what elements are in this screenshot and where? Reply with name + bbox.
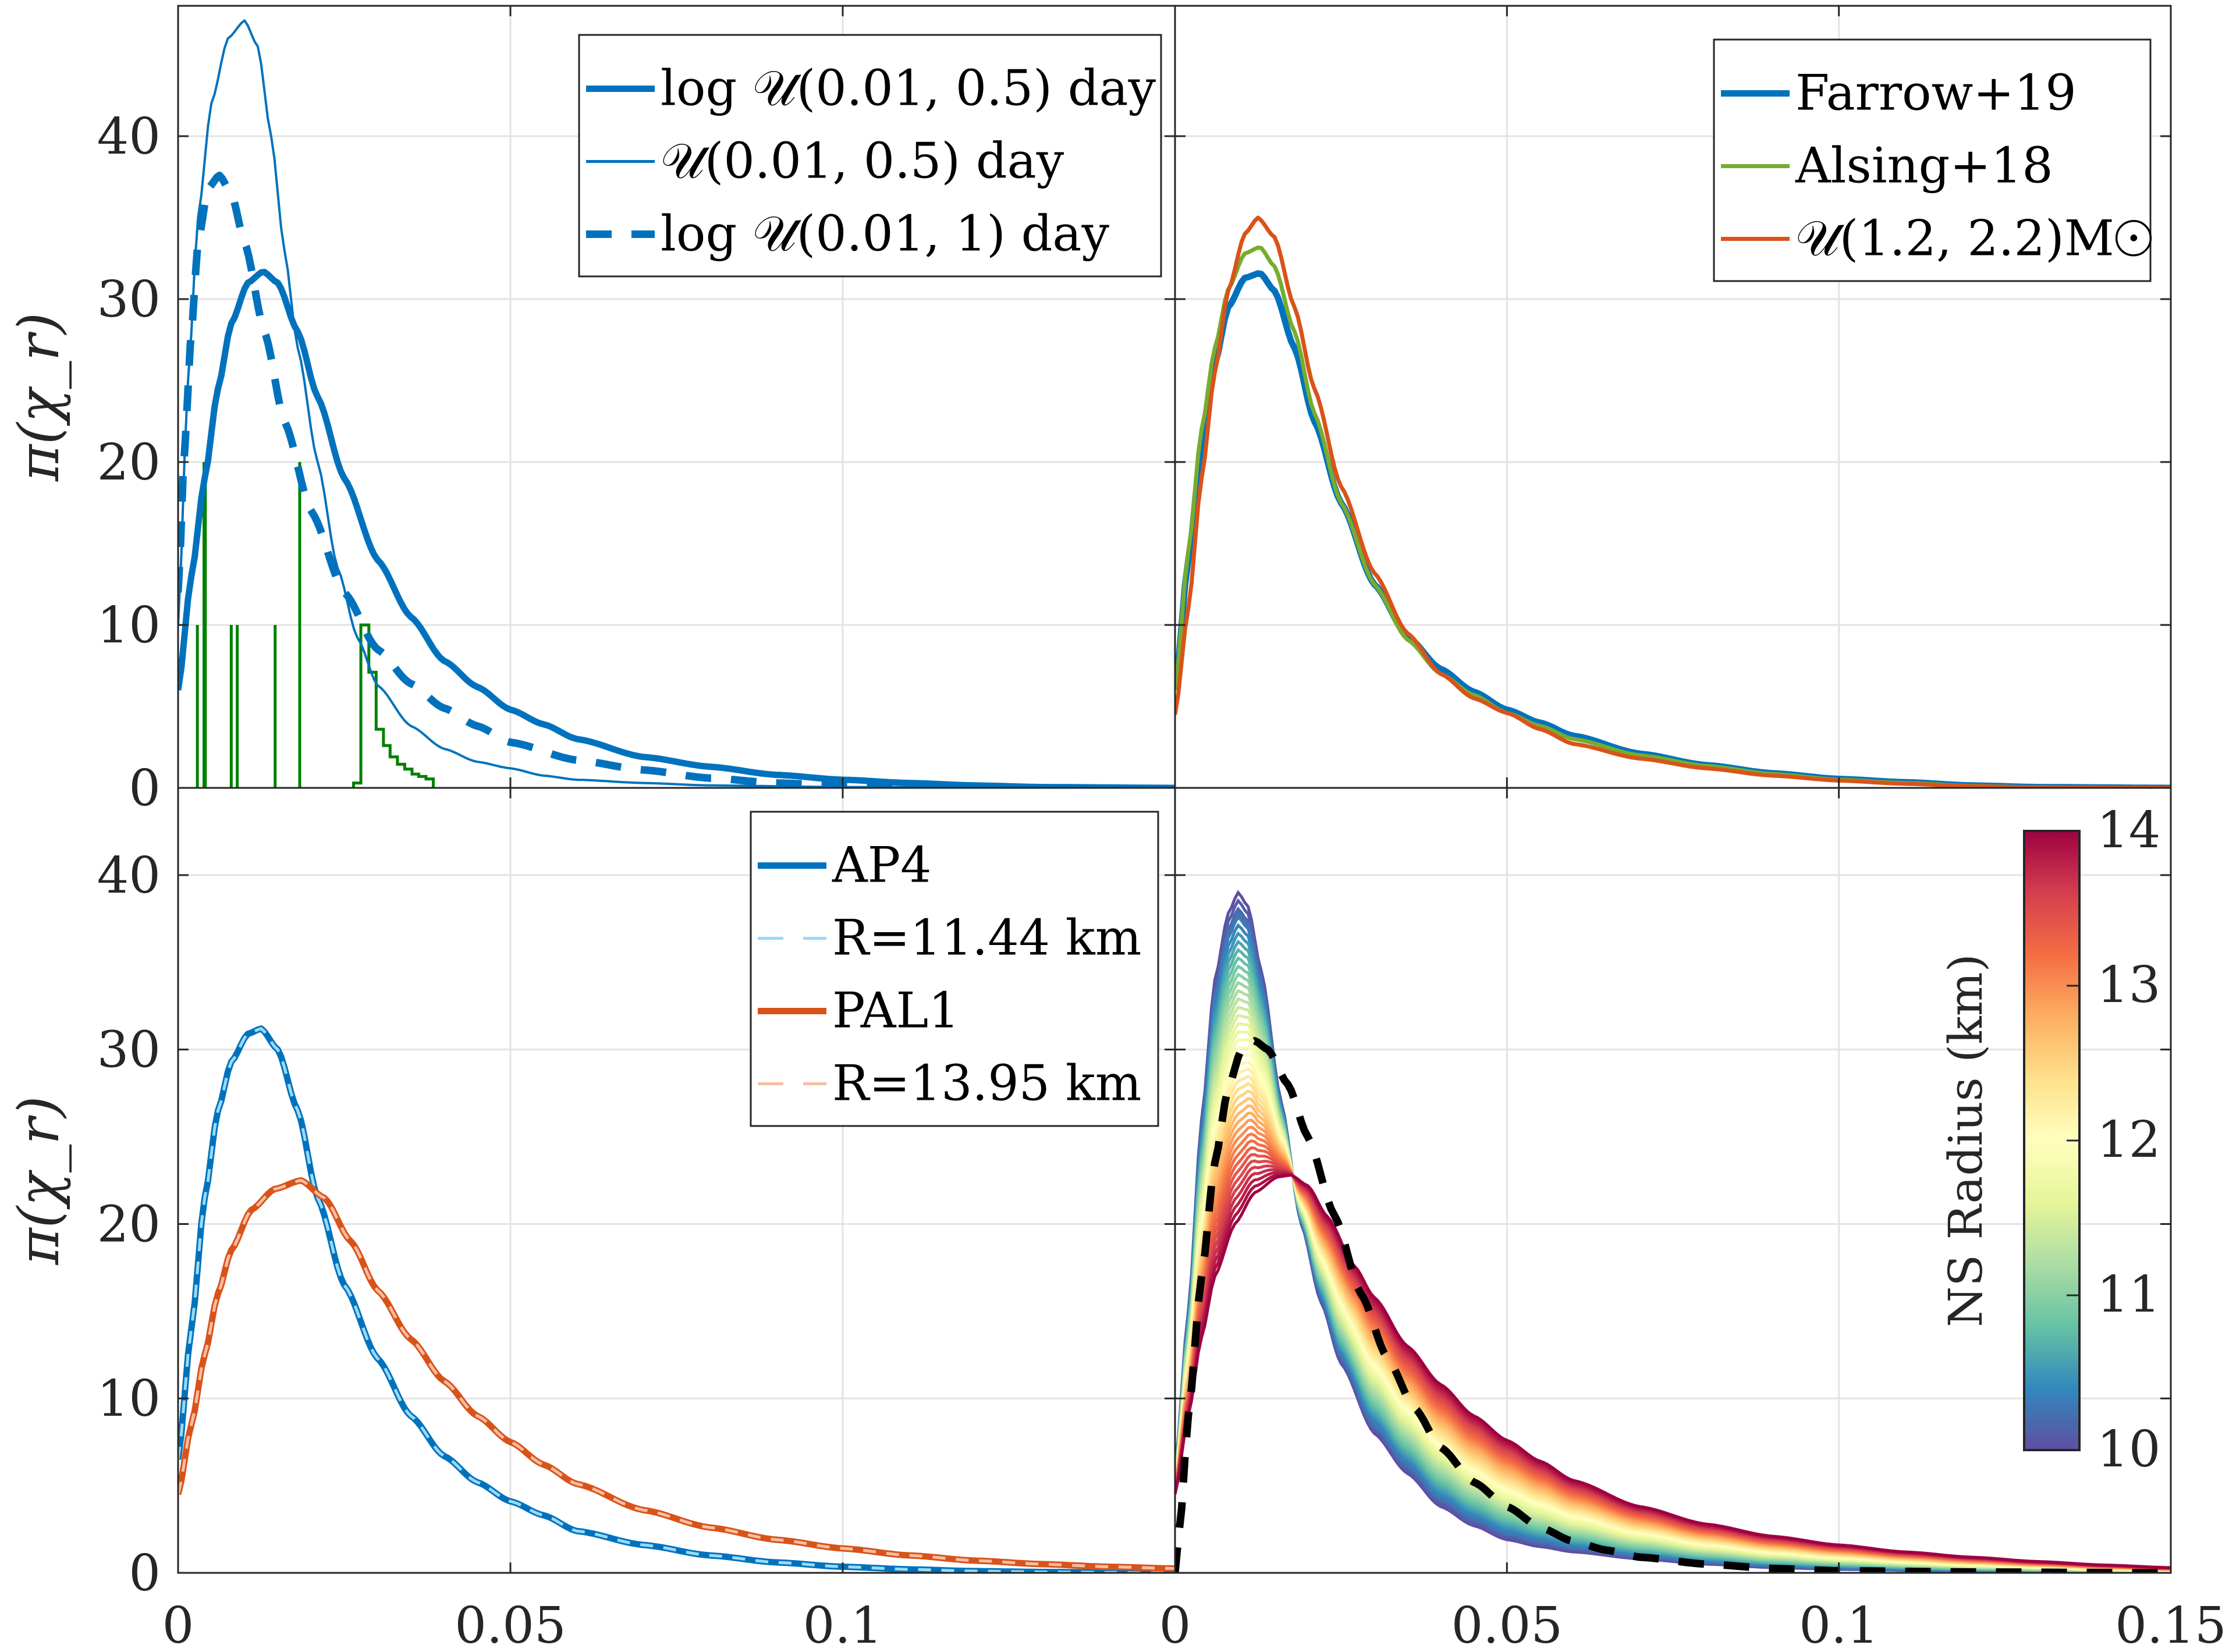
colorbar-tick-label: 10 <box>2097 1420 2160 1479</box>
histogram-steps <box>352 623 435 788</box>
legend-bottom-left: AP4 R=11.44 km PAL1 R=13.95 km <box>750 811 1159 1127</box>
legend-label: R=11.44 km <box>832 910 1141 967</box>
legend-label: log 𝒰(0.01, 0.5) day <box>661 60 1156 117</box>
colorbar-tick-label: 14 <box>2097 801 2160 859</box>
y-axis-label: π(χ_r) <box>6 312 72 482</box>
x-tick-label: 0.1 <box>1799 1597 1879 1652</box>
x-tick-label: 0 <box>162 1597 194 1652</box>
plot-content <box>178 1025 1175 1573</box>
y-tick-label: 30 <box>97 1021 161 1079</box>
y-tick-label: 40 <box>97 108 161 166</box>
series-line <box>1175 215 2171 788</box>
grid <box>1175 788 2171 1573</box>
colorbar-tick-label: 13 <box>2097 956 2160 1014</box>
axes-box <box>1174 787 2172 1574</box>
legend-label: AP4 <box>832 837 932 894</box>
legend-label: 𝒰(1.2, 2.2)M☉ <box>1795 210 2153 267</box>
y-tick-label: 20 <box>97 434 161 492</box>
y-tick-label: 10 <box>97 1370 161 1428</box>
series-line <box>178 269 1175 788</box>
x-tick-label: 0.05 <box>1451 1597 1563 1652</box>
x-tick-label: 0.05 <box>455 1597 566 1652</box>
legend-box <box>578 34 1162 278</box>
plot-content <box>178 19 1175 788</box>
x-tick-label: 0 <box>1159 1597 1191 1652</box>
colorbar-tick-label: 11 <box>2097 1266 2160 1324</box>
legend-label: R=13.95 km <box>832 1055 1141 1112</box>
y-tick-label: 10 <box>97 596 161 655</box>
legend-label: log 𝒰(0.01, 1) day <box>661 205 1109 262</box>
series-line <box>178 1179 1175 1570</box>
x-tick-label: 0.15 <box>2115 1597 2226 1652</box>
plot-content <box>1175 215 2171 788</box>
legend-top-left: log 𝒰(0.01, 0.5) day 𝒰(0.01, 0.5) day log … <box>578 34 1162 278</box>
legend-label: Farrow+19 <box>1795 65 2077 122</box>
series-line <box>178 1025 1175 1573</box>
legend-top-right: Farrow+19 Alsing+18 𝒰(1.2, 2.2)M☉ <box>1713 38 2153 282</box>
y-tick-label: 40 <box>97 847 161 905</box>
colorbar-tick-label: 12 <box>2097 1111 2160 1169</box>
legend-label: PAL1 <box>832 982 960 1039</box>
y-tick-label: 20 <box>97 1195 161 1253</box>
y-tick-label: 30 <box>97 271 161 329</box>
plot-content <box>1175 890 2171 1573</box>
legend-label: 𝒰(0.01, 0.5) day <box>661 133 1064 190</box>
colorbar: 10 11 12 13 14 NS Radius (km) <box>1939 801 2160 1479</box>
ensemble-curve <box>1175 1173 2171 1569</box>
plot-area <box>1175 788 2171 1573</box>
series-line <box>178 172 911 788</box>
y-axis-label: π(χ_r) <box>6 1096 72 1265</box>
legend-label: Alsing+18 <box>1795 137 2053 194</box>
y-tick-label: 0 <box>129 1544 161 1603</box>
panel-bottom-right: 0.05 0.1 0.15 <box>1174 787 2227 1652</box>
panel-top-right <box>1174 5 2172 789</box>
colorbar-label: NS Radius (km) <box>1939 954 1993 1327</box>
x-tick-label: 0.1 <box>803 1597 883 1652</box>
y-tick-label: 0 <box>129 759 161 818</box>
